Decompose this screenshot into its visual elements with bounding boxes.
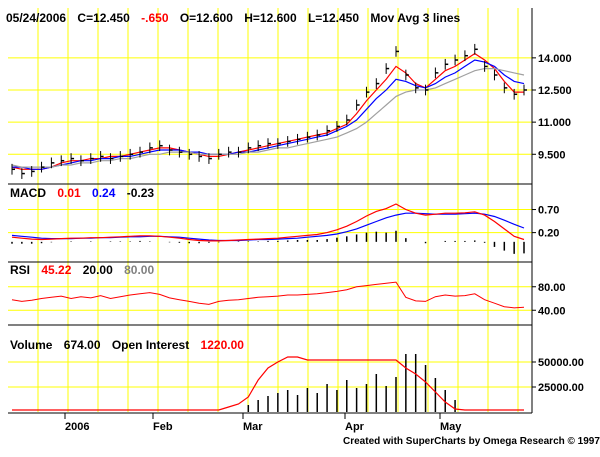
x-tick-label: Mar [243, 421, 263, 433]
price-ma_mid-line [12, 59, 525, 170]
open-interest-value: 1220.00 [201, 338, 245, 352]
volume-value: 674.00 [64, 338, 101, 352]
grid-layer [8, 8, 532, 412]
header-date: 05/24/2006 [6, 11, 66, 25]
price-y-tick-label: 11.000 [538, 117, 571, 129]
macd-signal-line [11, 212, 525, 242]
rsi-line [11, 281, 525, 309]
macd-header: MACD 0.01 0.24 -0.23 [10, 186, 154, 200]
header-indicator: Mov Avg 3 lines [370, 11, 460, 25]
header-change: -.650 [141, 11, 169, 25]
price-y-tick-label: 9.500 [538, 149, 566, 161]
macd-line [11, 203, 525, 242]
x-tick-label: 2006 [65, 421, 89, 433]
price-ma_slow-line [11, 67, 525, 168]
price-header: 05/24/2006 C=12.450 -.650 O=12.600 H=12.… [6, 11, 460, 25]
header-close: C=12.450 [77, 11, 130, 25]
x-tick-label: Feb [153, 421, 173, 433]
macd-value-2: 0.24 [92, 186, 116, 200]
frame-layer [8, 8, 533, 414]
rsi-value-2: 20.00 [83, 263, 113, 277]
tick-layer: 14.000 12.500 11.000 9.500 0.70 0.20 80.00 40.0… [64, 53, 584, 433]
price-ma_fast-line [11, 52, 524, 170]
credit-text: Created with SuperCharts by Omega Resear… [343, 436, 600, 447]
macd-value-3: -0.23 [127, 186, 155, 200]
volume-y-tick-label: 25000.00 [538, 382, 584, 394]
macd-y-tick-label: 0.20 [538, 228, 559, 240]
x-tick-label: May [440, 421, 462, 433]
header-open: O=12.600 [180, 11, 233, 25]
macd-y-tick-label: 0.70 [538, 205, 559, 217]
x-tick-label: Apr [345, 421, 365, 433]
series-layer [11, 43, 527, 412]
volume-label: Volume [10, 338, 53, 352]
price-y-tick-label: 12.500 [538, 85, 572, 97]
volume-y-tick-label: 50000.00 [538, 357, 584, 369]
volume-header: Volume 674.00 Open Interest 1220.00 [10, 338, 244, 352]
macd-value-1: 0.01 [57, 186, 81, 200]
rsi-y-tick-label: 80.00 [538, 282, 566, 294]
rsi-value-3: 80.00 [124, 263, 154, 277]
open-interest-label: Open Interest [112, 338, 189, 352]
header-low: L=12.450 [308, 11, 359, 25]
price-y-tick-label: 14.000 [538, 53, 572, 65]
rsi-y-tick-label: 40.00 [538, 305, 566, 317]
macd-label: MACD [10, 186, 46, 200]
rsi-value-1: 45.22 [41, 263, 71, 277]
rsi-header: RSI 45.22 20.00 80.00 [10, 263, 154, 277]
rsi-label: RSI [10, 263, 30, 277]
open-interest-line [12, 356, 524, 411]
header-high: H=12.600 [244, 11, 297, 25]
